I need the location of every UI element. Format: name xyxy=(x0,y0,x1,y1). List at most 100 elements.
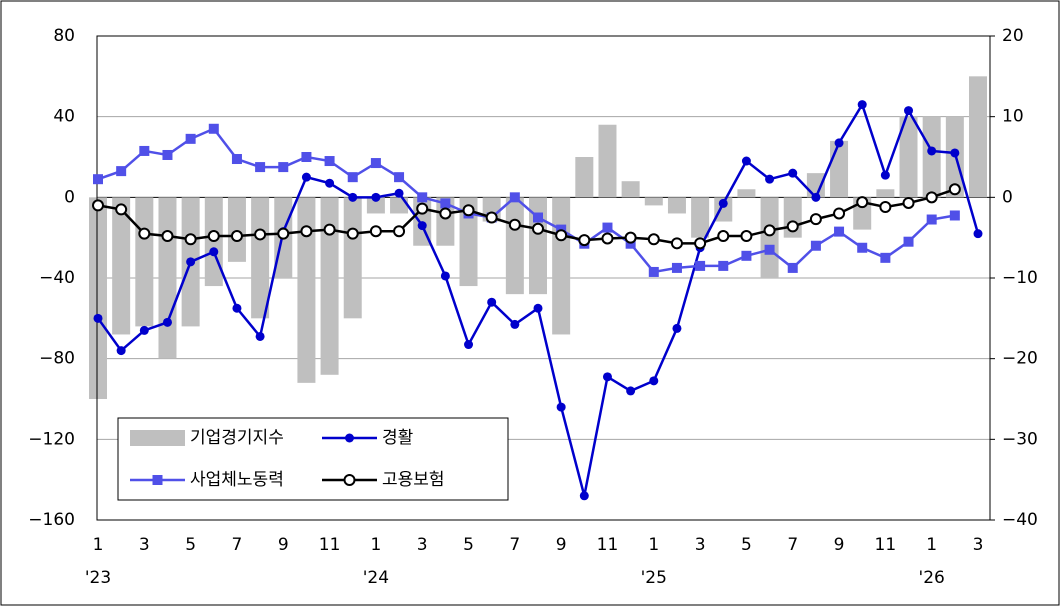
marker xyxy=(417,192,428,203)
marker xyxy=(348,192,358,202)
marker xyxy=(231,154,242,165)
plot-border xyxy=(96,35,991,521)
marker xyxy=(833,207,846,220)
y-tick-label: 0 xyxy=(64,187,75,207)
year-label: '26 xyxy=(919,568,945,588)
marker xyxy=(904,106,914,116)
marker xyxy=(788,168,798,178)
marker xyxy=(277,227,290,240)
marker xyxy=(670,237,683,250)
y2-tick-label: −20 xyxy=(1002,349,1038,369)
x-tick-label: 1 xyxy=(93,535,104,555)
marker xyxy=(533,212,543,223)
x-tick-label: 3 xyxy=(973,535,984,555)
marker xyxy=(879,201,892,214)
marker xyxy=(949,210,960,221)
bar xyxy=(691,197,710,238)
x-tick-label: 1 xyxy=(926,535,937,555)
marker xyxy=(880,252,891,263)
marker xyxy=(115,203,128,216)
legend-marker xyxy=(343,474,356,486)
marker xyxy=(601,232,614,245)
marker xyxy=(695,260,706,271)
marker xyxy=(440,198,451,209)
bar xyxy=(343,197,362,319)
marker xyxy=(255,331,265,341)
marker xyxy=(509,192,520,203)
x-tick-label: 7 xyxy=(509,535,520,555)
x-tick-label: 11 xyxy=(319,535,341,555)
marker xyxy=(925,191,938,204)
marker xyxy=(741,250,752,261)
bar xyxy=(297,197,316,383)
marker xyxy=(370,158,381,169)
marker xyxy=(624,231,637,244)
marker xyxy=(230,230,243,243)
bar xyxy=(552,197,571,335)
marker xyxy=(208,123,219,134)
marker xyxy=(948,183,961,196)
marker xyxy=(718,198,728,208)
legend-label: 경활 xyxy=(382,428,413,448)
marker xyxy=(138,227,151,240)
bar xyxy=(436,197,455,246)
marker xyxy=(672,323,682,333)
marker xyxy=(485,211,498,224)
marker xyxy=(325,178,335,188)
bar xyxy=(969,76,987,198)
y2-tick-label: −30 xyxy=(1002,429,1038,449)
marker xyxy=(300,225,313,238)
marker xyxy=(926,214,937,225)
year-label: '23 xyxy=(85,568,111,588)
bar xyxy=(505,197,524,295)
marker xyxy=(556,402,566,412)
marker xyxy=(809,213,822,226)
marker xyxy=(857,100,867,110)
marker xyxy=(903,236,914,247)
year-label: '25 xyxy=(641,568,667,588)
marker xyxy=(324,156,335,167)
marker xyxy=(671,262,682,273)
marker xyxy=(92,199,104,212)
x-tick-label: 7 xyxy=(232,535,243,555)
marker xyxy=(161,230,174,243)
marker xyxy=(462,204,475,217)
marker xyxy=(648,266,659,277)
marker xyxy=(602,372,612,382)
bar xyxy=(760,197,779,278)
bar xyxy=(89,197,107,399)
y-tick-label: −120 xyxy=(28,429,75,449)
marker xyxy=(301,152,312,162)
marker xyxy=(880,170,890,180)
y2-tick-label: 20 xyxy=(1002,26,1024,46)
marker xyxy=(116,346,126,356)
x-tick-label: 7 xyxy=(787,535,798,555)
marker xyxy=(393,225,406,238)
marker xyxy=(254,228,267,241)
y2-tick-label: 0 xyxy=(1002,187,1013,207)
legend-marker xyxy=(345,433,354,443)
marker xyxy=(857,242,868,253)
marker xyxy=(255,162,266,173)
marker xyxy=(508,218,521,231)
marker xyxy=(694,237,707,250)
x-tick-label: 3 xyxy=(139,535,150,555)
marker xyxy=(487,297,497,307)
legend-marker xyxy=(152,475,163,485)
marker xyxy=(185,133,196,144)
legend-label: 사업체노동력 xyxy=(190,470,284,490)
marker xyxy=(162,317,172,327)
bar xyxy=(876,189,895,198)
y-tick-label: 80 xyxy=(53,26,75,46)
marker xyxy=(810,240,821,251)
marker xyxy=(764,244,775,255)
marker xyxy=(532,222,544,235)
marker xyxy=(116,166,127,177)
bar xyxy=(922,116,941,198)
bar xyxy=(390,197,409,214)
marker xyxy=(346,227,359,240)
marker xyxy=(394,172,405,183)
y2-tick-label: 10 xyxy=(1002,107,1024,127)
x-tick-label: 9 xyxy=(556,535,567,555)
